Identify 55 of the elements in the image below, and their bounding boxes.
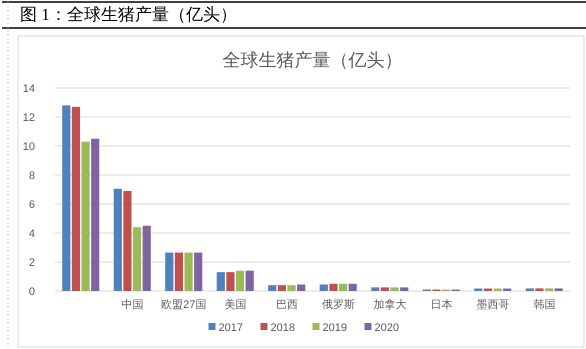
bar (62, 105, 70, 291)
bar (526, 288, 534, 291)
bar (236, 270, 244, 291)
bar (390, 287, 399, 291)
x-tick-label: 日本 (430, 298, 452, 311)
bar (329, 284, 338, 291)
y-tick-label: 8 (28, 170, 35, 182)
y-tick-label: 2 (28, 257, 35, 269)
bar (278, 285, 286, 291)
x-tick-label: 巴西 (276, 299, 298, 311)
bar (320, 284, 328, 291)
bar (184, 252, 193, 291)
bar (554, 288, 563, 291)
bar (371, 287, 380, 291)
bar (81, 142, 90, 291)
bar (72, 106, 80, 291)
y-tick-label: 4 (28, 228, 35, 240)
y-tick-label: 14 (22, 83, 35, 95)
bar (226, 272, 235, 291)
bar (132, 227, 142, 291)
bar (194, 252, 202, 291)
y-tick-label: 12 (22, 112, 35, 124)
x-tick-label: 墨西哥 (476, 299, 510, 311)
x-tick-label: 中国 (121, 298, 144, 311)
bar (216, 272, 225, 291)
bar (91, 138, 100, 291)
bar (544, 288, 554, 291)
y-tick-label: 6 (28, 199, 35, 211)
x-tick-label: 韩国 (533, 298, 556, 311)
bar (348, 284, 357, 291)
bar (287, 285, 296, 291)
bar (142, 226, 151, 291)
bar (123, 190, 132, 291)
chart-subtitle: 全球生猪产量（亿头） (222, 50, 402, 70)
y-tick-label: 0 (28, 286, 35, 298)
bar (174, 252, 184, 291)
bar (400, 287, 408, 291)
legend-label: 2020 (374, 322, 399, 334)
bar (246, 270, 254, 291)
x-tick-label: 加拿大 (373, 298, 406, 311)
bar (114, 188, 122, 291)
legend-label: 2019 (322, 322, 347, 334)
x-tick-label: 欧盟27国 (161, 299, 206, 311)
legend-label: 2017 (218, 322, 243, 334)
chart-title: 图 1：全球生猪产量（亿头） (20, 5, 237, 24)
x-tick-label: 俄罗斯 (322, 298, 355, 311)
bar (165, 252, 174, 291)
bar (535, 288, 544, 291)
legend-label: 2018 (270, 322, 295, 334)
bar (297, 284, 306, 291)
bar (338, 284, 348, 291)
bar (380, 287, 390, 291)
bar (268, 285, 276, 291)
y-tick-label: 10 (22, 141, 35, 153)
x-tick-label: 美国 (224, 298, 246, 311)
